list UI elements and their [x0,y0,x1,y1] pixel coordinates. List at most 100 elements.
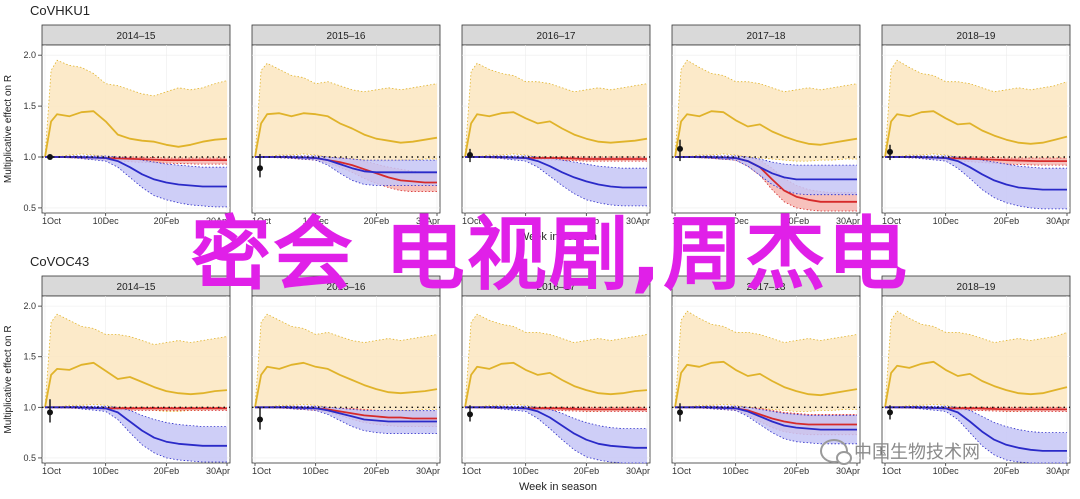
x-tick-label: 10Dec [513,466,540,476]
series-line [255,156,437,174]
chart-title: CoVHKU1 [30,3,90,18]
series-band-upper [44,155,227,168]
series-line [45,156,227,188]
point-estimate [257,416,263,423]
x-tick-label: 20Feb [364,466,390,476]
series-band-upper [464,313,648,408]
x-tick-label: 1Oct [252,216,272,226]
chart-1: CoVOC43 Multiplicative effect on R 0.5 1.0 1… [3,254,1071,493]
x-tick-label: 1Oct [42,466,62,476]
series-band-upper [884,310,1068,408]
panel-season-label: 2016–17 [537,282,576,293]
x-tick-label: 30Apr [626,216,650,226]
series-band-upper [674,405,857,416]
x-tick-label: 30Apr [836,466,860,476]
series-band-lower [674,406,857,445]
x-tick-label: 30Apr [416,216,440,226]
series-line [464,361,648,408]
y-tick-label: 0.5 [23,203,36,213]
series-band-upper [464,155,647,169]
x-tick-label: 10Dec [93,466,120,476]
series-band [675,156,857,195]
x-tick-label: 30Apr [1046,466,1070,476]
x-tick-label: 20Feb [574,216,600,226]
x-tick-label: 20Feb [574,466,600,476]
series-band [675,156,857,211]
x-tick-label: 1Oct [882,216,902,226]
series-band [255,314,437,412]
series-band [465,314,647,412]
series-band [45,406,227,462]
point-estimate [467,411,473,418]
panel-season-label: 2016–17 [537,31,576,42]
point-estimate [47,409,53,416]
series-band [465,156,647,206]
panel-3: 2017–18 1Oct 10Dec 20Feb 30Apr [671,24,861,226]
x-tick-label: 20Feb [154,466,180,476]
series-band-upper [884,405,1067,434]
series-band-lower [674,156,857,212]
series-band-lower [254,156,437,186]
panel-1: 2015–16 1Oct 10Dec 20Feb 30Apr [251,24,441,226]
series-line [885,156,1067,191]
series-band-upper [884,155,1067,169]
x-tick-label: 30Apr [836,216,860,226]
x-tick-label: 20Feb [364,216,390,226]
x-tick-label: 30Apr [626,466,650,476]
point-estimate [677,145,683,152]
y-axis-label: Multiplicative effect on R [3,325,14,433]
chart-0: CoVHKU1 Multiplicative effect on R 0.5 1.0 1… [3,3,1071,243]
panel-1: 2015–16 1Oct 10Dec 20Feb 30Apr [251,275,441,476]
y-tick-label: 1.5 [23,101,36,111]
series-line [885,406,1067,452]
series-line [675,156,857,181]
chart-title: CoVOC43 [30,254,89,269]
x-tick-label: 30Apr [206,216,230,226]
watermark: 中国生物技术网 [820,438,980,465]
series-line [44,361,228,408]
x-tick-label: 1Oct [462,466,482,476]
series-line [44,110,228,158]
series-band [465,406,647,463]
x-axis-label: Week in season [519,231,597,243]
panel-season-label: 2018–19 [957,31,996,42]
series-band-upper [464,62,648,158]
x-tick-label: 30Apr [206,466,230,476]
panel-0: 2014–15 1Oct 10Dec 20Feb 30Apr [41,24,231,226]
series-band-upper [674,155,857,166]
x-tick-label: 10Dec [303,216,330,226]
series-line [884,110,1068,158]
x-tick-label: 10Dec [723,466,750,476]
series-band-lower [464,156,647,207]
panel-season-label: 2017–18 [747,31,786,42]
series-line [254,361,438,408]
point-estimate [677,409,683,416]
series-band [45,156,227,207]
series-band-lower [675,153,857,162]
point-estimate [257,165,263,172]
x-tick-label: 10Dec [933,216,960,226]
series-line [465,406,647,449]
series-band-upper [44,405,227,428]
x-tick-label: 10Dec [513,216,540,226]
panel-season-label: 2017–18 [747,282,786,293]
point-estimate [467,151,473,158]
x-tick-label: 1Oct [672,466,692,476]
series-band [885,60,1067,162]
series-band-upper [44,59,228,158]
series-band [45,60,227,163]
y-tick-label: 2.0 [23,50,36,60]
series-band-upper [674,310,858,408]
x-tick-label: 20Feb [994,466,1020,476]
series-band [885,311,1067,412]
panel-season-label: 2014–15 [117,282,156,293]
series-band-lower [674,156,857,196]
series-band [465,63,647,162]
x-tick-label: 20Feb [154,216,180,226]
x-tick-label: 10Dec [723,216,750,226]
y-tick-label: 1.0 [23,402,36,412]
series-line [674,110,858,158]
x-tick-label: 1Oct [42,216,62,226]
x-tick-label: 20Feb [784,466,810,476]
panel-4: 2018–19 1Oct 10Dec 20Feb 30Apr [881,275,1071,476]
